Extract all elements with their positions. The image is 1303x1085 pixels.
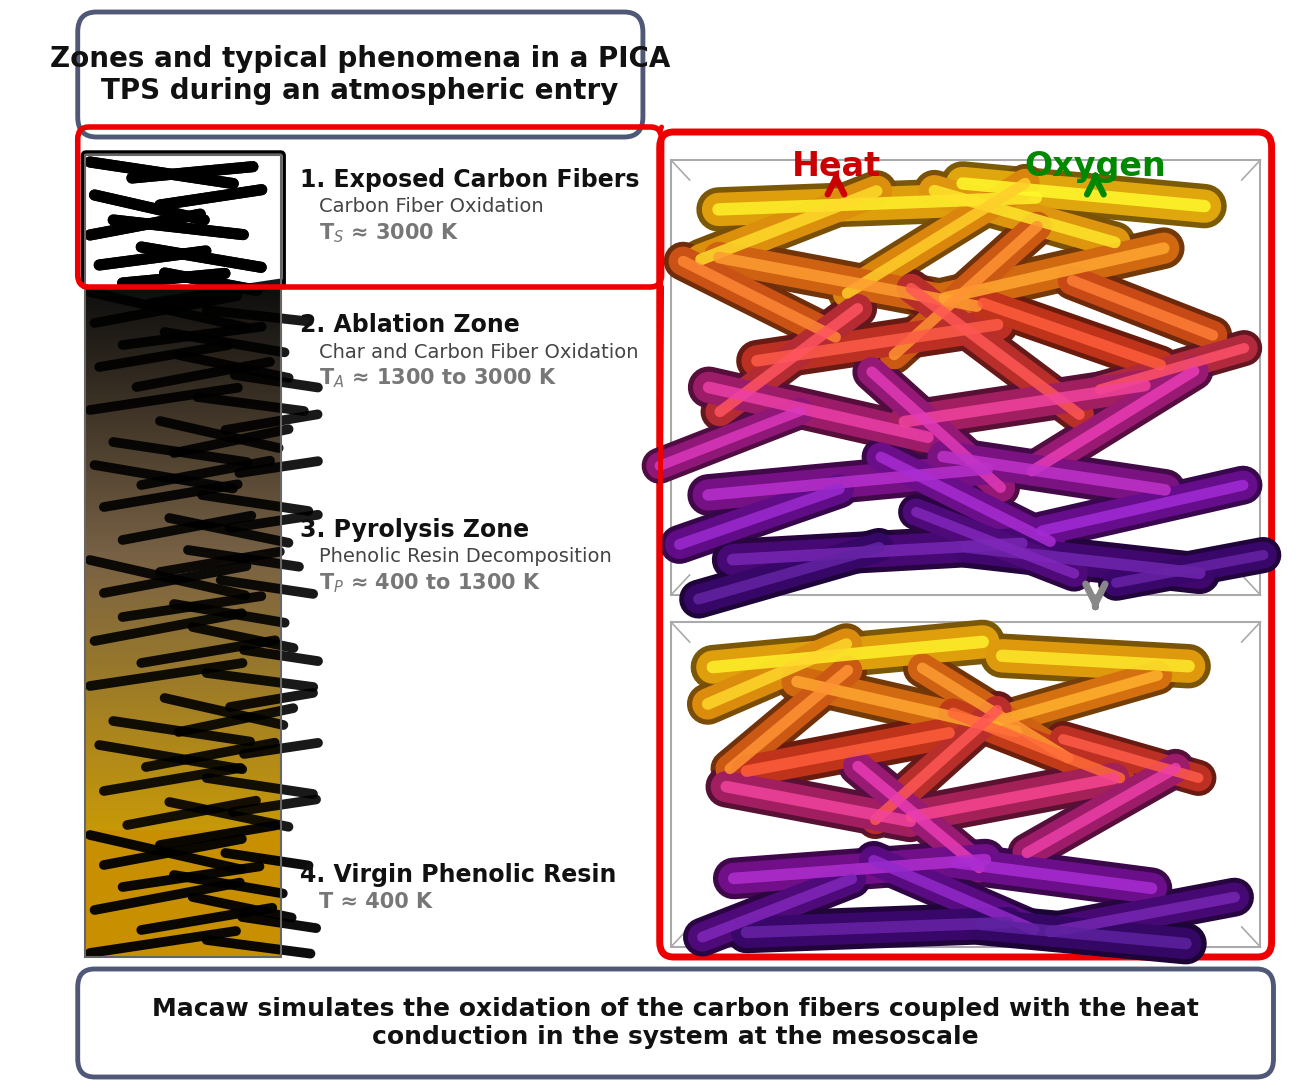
Bar: [85, 830, 281, 957]
Text: Char and Carbon Fiber Oxidation: Char and Carbon Fiber Oxidation: [319, 343, 638, 361]
Text: 2. Ablation Zone: 2. Ablation Zone: [300, 312, 520, 337]
FancyBboxPatch shape: [78, 969, 1273, 1077]
Text: T$_S$ ≈ 3000 K: T$_S$ ≈ 3000 K: [319, 221, 459, 245]
Bar: [671, 622, 1260, 947]
FancyBboxPatch shape: [82, 152, 284, 288]
Bar: [671, 159, 1260, 595]
Text: T$_P$ ≈ 400 to 1300 K: T$_P$ ≈ 400 to 1300 K: [319, 571, 541, 595]
Text: T ≈ 400 K: T ≈ 400 K: [319, 892, 431, 912]
Text: Phenolic Resin Decomposition: Phenolic Resin Decomposition: [319, 548, 611, 566]
Text: 4. Virgin Phenolic Resin: 4. Virgin Phenolic Resin: [300, 863, 616, 888]
Text: Heat: Heat: [791, 150, 881, 183]
Text: 3. Pyrolysis Zone: 3. Pyrolysis Zone: [300, 518, 529, 542]
Text: T$_A$ ≈ 1300 to 3000 K: T$_A$ ≈ 1300 to 3000 K: [319, 367, 556, 390]
FancyBboxPatch shape: [78, 12, 642, 137]
Bar: [85, 155, 281, 285]
Text: Zones and typical phenomena in a PICA
TPS during an atmospheric entry: Zones and typical phenomena in a PICA TP…: [50, 44, 670, 105]
Text: Carbon Fiber Oxidation: Carbon Fiber Oxidation: [319, 197, 543, 217]
Text: 1. Exposed Carbon Fibers: 1. Exposed Carbon Fibers: [300, 168, 640, 192]
Bar: [85, 155, 281, 957]
Text: Macaw simulates the oxidation of the carbon fibers coupled with the heat
conduct: Macaw simulates the oxidation of the car…: [152, 997, 1199, 1049]
Text: Oxygen: Oxygen: [1024, 150, 1166, 183]
FancyBboxPatch shape: [659, 132, 1272, 957]
